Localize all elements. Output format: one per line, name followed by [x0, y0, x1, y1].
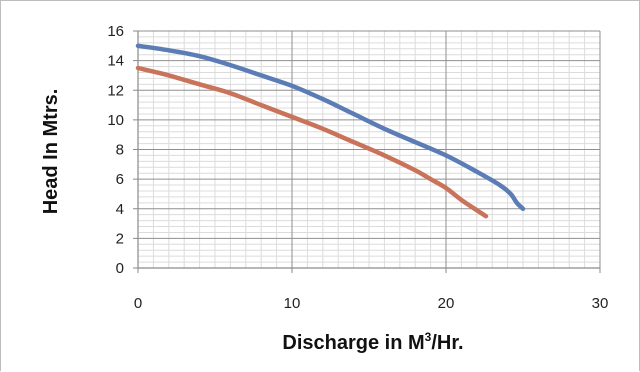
- x-tick-label: 20: [438, 295, 455, 312]
- x-axis-title: Discharge in M3/Hr.: [282, 330, 463, 354]
- y-tick-label: 8: [116, 142, 124, 159]
- x-axis-title-superscript: 3: [425, 330, 432, 344]
- series-line-2: [135, 65, 489, 219]
- y-tick-label: 14: [107, 53, 124, 70]
- y-tick-label: 6: [116, 171, 124, 188]
- y-tick-label: 10: [107, 112, 124, 129]
- x-axis-title-main: Discharge in M: [282, 332, 424, 354]
- y-axis-title: Head In Mtrs.: [40, 89, 62, 215]
- series-layer: [135, 43, 526, 219]
- y-tick-label: 4: [116, 201, 124, 218]
- tick-labels: 0 2 4 6 8 10 12 14 16 0 10 20 30: [107, 23, 608, 312]
- series-line-1: [135, 43, 526, 212]
- y-tick-label: 0: [116, 260, 124, 277]
- y-tick-label: 16: [107, 23, 124, 40]
- y-tick-label: 12: [107, 82, 124, 99]
- x-tick-label: 10: [284, 295, 301, 312]
- x-tick-label: 30: [592, 295, 609, 312]
- x-tick-label: 0: [134, 295, 142, 312]
- axes: [133, 30, 601, 273]
- x-axis-title-suffix: /Hr.: [431, 332, 463, 354]
- y-tick-label: 2: [116, 230, 124, 247]
